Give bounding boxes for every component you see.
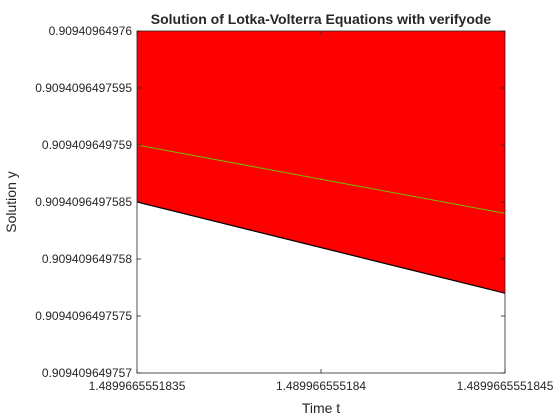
y-tick-label: 0.90940964976 bbox=[49, 24, 133, 38]
enclosure-band-area bbox=[137, 31, 505, 294]
y-tick-label: 0.909409649758 bbox=[42, 252, 132, 266]
chart-title: Solution of Lotka-Volterra Equations wit… bbox=[151, 11, 492, 27]
y-axis-label: Solution y bbox=[3, 171, 19, 232]
plot-area bbox=[137, 31, 505, 373]
y-tick-label: 0.9094096497575 bbox=[35, 309, 132, 323]
y-axis-ticks: 0.909409649757 0.9094096497575 0.909409649… bbox=[35, 24, 505, 380]
solution-point bbox=[320, 178, 322, 181]
x-tick-label: 1.489966555184 bbox=[276, 379, 366, 393]
y-tick-label: 0.909409649757 bbox=[42, 366, 132, 380]
y-tick-label: 0.9094096497595 bbox=[35, 81, 132, 95]
x-axis-label: Time t bbox=[302, 400, 340, 416]
y-tick-label: 0.909409649759 bbox=[42, 138, 132, 152]
y-tick-label: 0.9094096497585 bbox=[35, 195, 132, 209]
x-axis-ticks: 1.4899665551835 1.489966555184 1.489966555… bbox=[89, 31, 554, 393]
x-tick-label: 1.4899665551835 bbox=[89, 379, 186, 393]
plot-series-group bbox=[137, 31, 505, 295]
x-tick-label: 1.4899665551845 bbox=[457, 379, 554, 393]
lower-bound-line bbox=[137, 201, 505, 294]
